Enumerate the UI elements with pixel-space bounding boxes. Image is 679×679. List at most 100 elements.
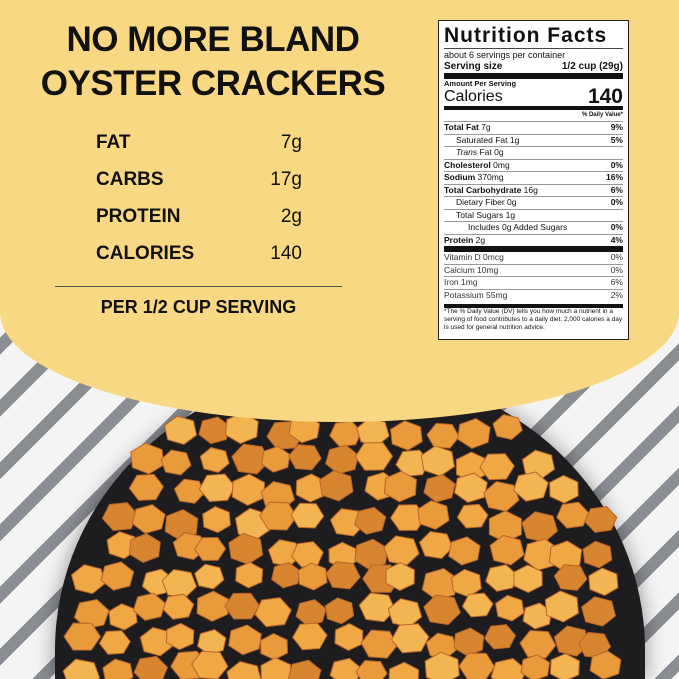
cracker [360,629,398,659]
cracker [291,541,324,568]
nutrient-name: Total Fat [444,122,479,132]
cracker [226,660,262,679]
cracker [390,623,430,654]
daily-value-header-row: % Daily Value* [444,110,623,122]
macro-value: 17g [270,169,302,190]
cracker [356,417,390,447]
cracker [544,590,580,623]
macro-carbs: CARBS 17g [96,169,302,191]
cracker [162,593,195,620]
nutrient-row: Saturated Fat 1g 5% [444,134,623,147]
nutrient-row: Sodium 370mg 16% [444,172,623,185]
cracker [385,562,415,591]
nutrient-amount: 2g [475,234,486,245]
cracker [329,657,362,679]
nutrient-amount: 0mg [493,159,510,170]
vitamin-name: Vitamin D 0mcg [444,252,504,262]
nutrient-amount: 1g [505,209,516,220]
cracker [389,504,426,532]
cracker [199,447,230,473]
cracker [297,562,328,591]
cracker [254,597,292,628]
cracker [492,414,523,440]
calories-row: Calories 140 [444,84,623,110]
cracker [383,535,420,566]
nutrient-amount: 16g [523,184,538,195]
cracker [519,629,557,659]
cracker [260,657,292,679]
nutrient-row: Trans Fat 0g [444,147,623,160]
cracker [426,422,460,449]
cracker [319,470,354,502]
cracker [520,654,551,679]
headline-line-2: OYSTER CRACKERS [40,64,386,103]
nutrient-amount: 370mg [477,172,504,182]
cracker [198,473,236,503]
cracker [190,650,229,679]
nutrient-row: Total Carbohydrate 16g 6% [444,184,623,197]
calories-label: Calories [444,87,503,105]
nutrient-name: Dietary Fiber [456,197,505,207]
calories-value: 140 [587,84,623,108]
serving-size-value: 1/2 cup (29g) [561,61,623,72]
cracker [271,562,301,589]
cracker [325,444,360,475]
cracker [387,598,423,628]
amount-per-serving: Amount Per Serving [444,78,517,88]
nutrient-name: Protein [444,234,474,245]
cracker [489,534,525,566]
headline-line-1: NO MORE BLAND [66,20,360,59]
cracker [70,564,106,595]
cracker [132,592,166,621]
serving-size-label: Serving size [444,61,503,72]
vitamin-row: Potassium 55mg 2% [444,290,623,302]
cracker [451,568,482,598]
macro-calories: CALORIES 140 [96,243,302,265]
vitamin-name: Calcium 10mg [444,264,499,275]
cracker [63,622,102,651]
macro-protein: PROTEIN 2g [96,206,302,228]
nutrition-title: Nutrition Facts [444,24,623,49]
cracker [194,563,225,590]
nutrient-name: Sodium [444,172,476,182]
vitamin-dv: 0% [610,252,623,262]
cracker [479,453,515,481]
cracker [231,443,270,475]
cracker [458,652,496,679]
cracker [354,506,387,535]
macro-label: CALORIES [96,243,195,264]
cracker [235,561,264,589]
cracker [329,420,363,448]
cracker [325,561,361,590]
cracker [589,650,622,679]
vitamin-rows: Vitamin D 0mcg 0% Calcium 10mg 0% Iron 1mg 6%… [444,246,623,301]
daily-value-header: % Daily Value* [581,111,623,118]
cracker [549,474,579,504]
cracker [160,449,192,476]
cracker [198,416,231,445]
cracker [453,627,485,657]
nutrient-amount: 0g [507,197,517,207]
cracker [165,622,195,651]
divider [55,286,342,287]
cracker [101,502,139,532]
nutrition-facts-label: Nutrition Facts about 6 servings per con… [438,20,629,340]
cracker [100,561,135,591]
cracker [102,658,134,679]
cracker [224,412,259,445]
nutrient-row: Dietary Fiber 0g 0% [444,197,623,210]
vitamin-dv: 6% [610,277,623,287]
cracker [390,420,423,451]
cracker [62,658,101,679]
nutrient-dv: 6% [610,184,623,195]
macro-label: FAT [96,132,131,153]
nutrient-amount: 1g [509,134,520,145]
cracker [490,657,527,679]
serving-size-row: Serving size 1/2 cup (29g) [444,61,623,79]
cracker [553,564,588,591]
nutrient-row: Total Sugars 1g [444,209,623,222]
cracker [224,592,261,620]
cracker [260,445,291,473]
cracker [164,509,199,541]
cracker [196,590,229,622]
